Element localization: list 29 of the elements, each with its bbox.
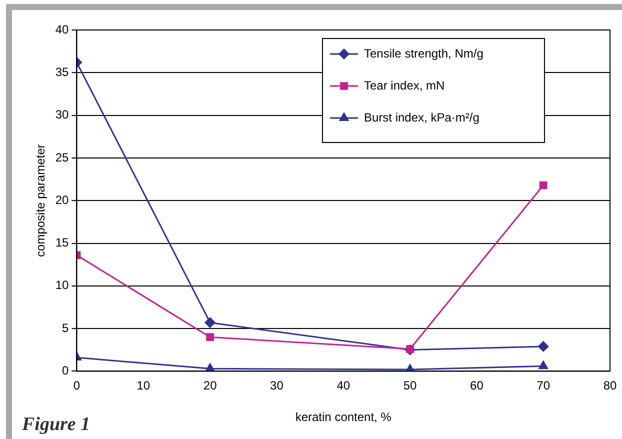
y-tick-label: 10 [55,278,70,292]
y-tick-label: 15 [55,236,70,250]
caption: Figure 1 [22,414,90,436]
x-tick-label: 70 [536,378,550,393]
y-tick-label: 20 [55,192,70,207]
point [538,341,549,352]
y-tick-label: 40 [55,22,70,36]
point [539,181,548,190]
y-tick-label: 35 [55,64,70,79]
x-tick-label: 30 [270,378,284,393]
x-tick-label: 60 [470,378,484,393]
y-tick-label: 5 [62,320,70,335]
x-axis-title: keratin content, % [295,410,392,424]
x-tick-label: 20 [203,378,218,393]
y-tick-label: 0 [62,364,70,378]
legend-label: Tear index, mN [364,78,445,92]
point [204,317,216,328]
y-tick-label: 30 [55,108,70,122]
x-tick-label: 50 [403,378,418,393]
y-tick-label: 25 [55,150,70,164]
x-tick-label: 10 [136,378,150,393]
x-tick-label: 0 [73,378,80,393]
point [538,360,548,370]
x-tick-label: 40 [336,378,350,393]
point [206,333,214,342]
y-axis-title: composite parameter [34,144,48,257]
legend-label: Burst index, kPa·m²/g [364,110,480,124]
x-tick-label: 80 [603,378,617,393]
legend-label: Tensile strength, Nm/g [364,46,484,60]
